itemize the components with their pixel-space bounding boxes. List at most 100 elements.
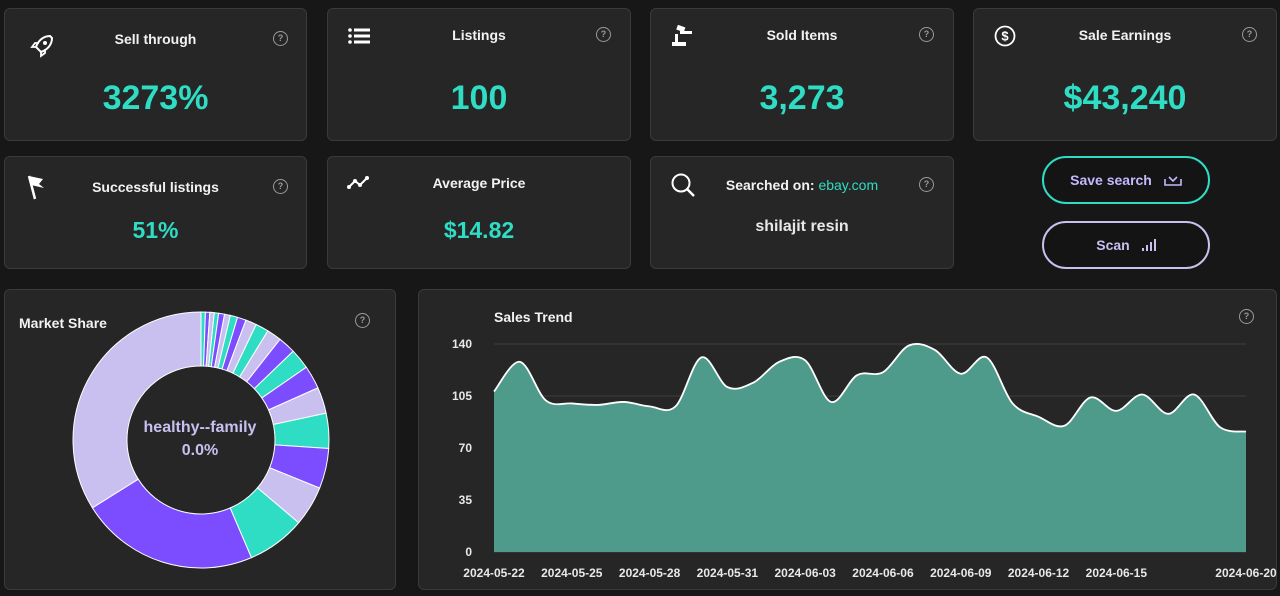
data-point[interactable] xyxy=(1113,408,1119,414)
successful-listings-title: Successful listings xyxy=(92,179,219,195)
data-point[interactable] xyxy=(1217,424,1223,430)
search-icon xyxy=(671,173,695,197)
data-point[interactable] xyxy=(491,389,497,395)
searched-on-label: Searched on: ebay.com xyxy=(651,177,953,193)
sold-items-title: Sold Items xyxy=(766,27,838,43)
search-query: shilajit resin xyxy=(755,218,849,235)
x-tick-label: 2024-06-20 xyxy=(1215,566,1277,580)
x-tick-label: 2024-06-06 xyxy=(852,566,914,580)
market-share-help-icon[interactable]: ? xyxy=(355,313,370,328)
data-point[interactable] xyxy=(906,342,912,348)
market-share-donut-chart[interactable] xyxy=(5,290,397,591)
data-point[interactable] xyxy=(1036,414,1042,420)
data-point[interactable] xyxy=(621,399,627,405)
y-tick-label: 0 xyxy=(465,545,472,559)
average-price-card: Average Price $14.82 xyxy=(327,156,631,269)
data-point[interactable] xyxy=(673,403,679,409)
listings-title: Listings xyxy=(452,27,506,43)
donut-center-label: healthy--family xyxy=(143,419,257,436)
inbox-download-icon xyxy=(1164,176,1182,186)
rocket-icon xyxy=(30,34,54,58)
dollar-circle-icon: $ xyxy=(994,25,1016,47)
scan-label: Scan xyxy=(1096,237,1130,253)
data-point[interactable] xyxy=(1243,429,1249,435)
data-point[interactable] xyxy=(517,359,523,365)
successful-listings-value: 51% xyxy=(132,217,179,243)
sell-through-value: 3273% xyxy=(102,79,209,117)
sales-trend-card: Sales Trend ? 0 35 70 105 140 2024-05-22 2024-… xyxy=(418,289,1277,590)
average-price-value: $14.82 xyxy=(443,217,515,243)
data-point[interactable] xyxy=(776,359,782,365)
y-tick-label: 70 xyxy=(459,441,473,455)
successful-listings-card: Successful listings ? 51% xyxy=(4,156,307,269)
sale-earnings-help-icon[interactable]: ? xyxy=(1242,27,1257,42)
sales-trend-title: Sales Trend xyxy=(494,309,573,325)
sale-earnings-title: Sale Earnings xyxy=(1078,27,1172,43)
data-point[interactable] xyxy=(958,371,964,377)
scan-button[interactable]: Scan xyxy=(1042,221,1210,269)
data-point[interactable] xyxy=(984,354,990,360)
data-point[interactable] xyxy=(1010,400,1016,406)
average-price-title: Average Price xyxy=(432,175,526,191)
gavel-icon xyxy=(672,25,692,46)
listings-help-icon[interactable]: ? xyxy=(596,27,611,42)
listings-card: Listings ? 100 xyxy=(327,8,631,141)
trend-line-icon xyxy=(347,176,369,189)
searched-on-card: Searched on: ebay.com ? shilajit resin xyxy=(650,156,954,269)
data-point[interactable] xyxy=(647,403,653,409)
data-point[interactable] xyxy=(543,397,549,403)
sales-area xyxy=(494,343,1246,552)
sold-items-help-icon[interactable]: ? xyxy=(919,27,934,42)
searched-on-title: Searched on: xyxy=(725,177,815,193)
y-tick-label: 105 xyxy=(452,389,472,403)
x-tick-label: 2024-06-03 xyxy=(774,566,836,580)
sales-trend-help-icon[interactable]: ? xyxy=(1239,309,1254,324)
x-tick-label: 2024-05-31 xyxy=(697,566,759,580)
signal-bars-icon xyxy=(1141,239,1156,251)
sale-earnings-card: $ Sale Earnings ? $43,240 xyxy=(973,8,1277,141)
sell-through-help-icon[interactable]: ? xyxy=(273,31,288,46)
data-point[interactable] xyxy=(569,400,575,406)
data-point[interactable] xyxy=(932,347,938,353)
sold-items-card: Sold Items ? 3,273 xyxy=(650,8,954,141)
data-point[interactable] xyxy=(724,384,730,390)
sold-items-value: 3,273 xyxy=(759,79,845,117)
sales-trend-area-chart[interactable]: 0 35 70 105 140 2024-05-22 2024-05-25 2024-05-2… xyxy=(419,290,1278,591)
data-point[interactable] xyxy=(828,399,834,405)
data-point[interactable] xyxy=(802,357,808,363)
successful-listings-help-icon[interactable]: ? xyxy=(273,179,288,194)
y-tick-label: 140 xyxy=(452,337,472,351)
save-search-button[interactable]: Save search xyxy=(1042,156,1210,204)
x-tick-label: 2024-05-25 xyxy=(541,566,603,580)
x-tick-label: 2024-05-28 xyxy=(619,566,681,580)
x-tick-label: 2024-06-09 xyxy=(930,566,992,580)
data-point[interactable] xyxy=(1165,411,1171,417)
data-point[interactable] xyxy=(595,402,601,408)
sell-through-card: Sell through ? 3273% xyxy=(4,8,307,141)
y-tick-label: 35 xyxy=(459,493,473,507)
sale-earnings-value: $43,240 xyxy=(1063,79,1187,117)
data-point[interactable] xyxy=(1139,392,1145,398)
svg-text:$: $ xyxy=(1001,29,1009,44)
data-point[interactable] xyxy=(854,372,860,378)
sell-through-title: Sell through xyxy=(114,31,197,47)
save-search-label: Save search xyxy=(1070,172,1152,188)
flag-icon xyxy=(27,175,44,200)
x-tick-label: 2024-06-12 xyxy=(1008,566,1070,580)
market-share-card: Market Share ? healthy--family 0.0% xyxy=(4,289,396,590)
data-point[interactable] xyxy=(1191,392,1197,398)
searched-on-site[interactable]: ebay.com xyxy=(818,177,879,193)
donut-slice[interactable] xyxy=(91,478,253,569)
list-icon xyxy=(348,28,370,44)
searched-on-help-icon[interactable]: ? xyxy=(919,177,934,192)
donut-slice[interactable] xyxy=(72,311,202,509)
x-tick-label: 2024-05-22 xyxy=(463,566,525,580)
data-point[interactable] xyxy=(1087,394,1093,400)
x-tick-label: 2024-06-15 xyxy=(1086,566,1148,580)
market-share-title: Market Share xyxy=(19,315,107,331)
listings-value: 100 xyxy=(450,79,508,117)
data-point[interactable] xyxy=(750,380,756,386)
data-point[interactable] xyxy=(1061,423,1067,429)
data-point[interactable] xyxy=(698,354,704,360)
data-point[interactable] xyxy=(880,369,886,375)
